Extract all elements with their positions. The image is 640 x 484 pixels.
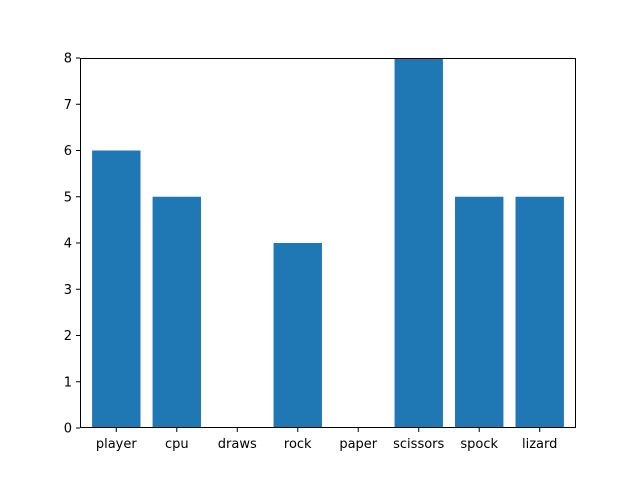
bar-scissors bbox=[394, 58, 443, 428]
y-tick-label-7: 7 bbox=[64, 98, 72, 113]
bars-layer bbox=[92, 58, 564, 428]
y-tick-label-6: 6 bbox=[64, 144, 72, 159]
y-tick-label-1: 1 bbox=[64, 375, 72, 390]
x-axis-ticks: player cpu draws rock paper scissors spock liza… bbox=[96, 428, 557, 452]
x-tick-label-spock: spock bbox=[460, 437, 498, 452]
x-tick-label-lizard: lizard bbox=[522, 437, 557, 452]
y-tick-label-8: 8 bbox=[64, 52, 72, 67]
x-tick-label-scissors: scissors bbox=[393, 437, 444, 452]
x-tick-label-rock: rock bbox=[284, 437, 312, 452]
plot-area-frame bbox=[80, 58, 576, 428]
x-tick-label-cpu: cpu bbox=[165, 437, 189, 452]
bar-spock bbox=[455, 196, 504, 428]
x-tick-label-player: player bbox=[96, 437, 138, 452]
y-tick-label-3: 3 bbox=[64, 283, 72, 298]
y-axis-ticks: 0 1 2 3 4 5 6 7 8 bbox=[64, 52, 80, 437]
bar-player bbox=[92, 150, 141, 428]
bar-rock bbox=[273, 243, 322, 428]
y-tick-label-5: 5 bbox=[64, 190, 72, 205]
bar-cpu bbox=[152, 196, 201, 428]
y-tick-label-2: 2 bbox=[64, 329, 72, 344]
x-tick-label-paper: paper bbox=[339, 437, 377, 452]
y-tick-label-4: 4 bbox=[64, 237, 72, 252]
x-tick-label-draws: draws bbox=[218, 437, 257, 452]
y-tick-label-0: 0 bbox=[64, 422, 72, 437]
axes-layer bbox=[80, 58, 576, 428]
bar-lizard bbox=[515, 196, 564, 428]
